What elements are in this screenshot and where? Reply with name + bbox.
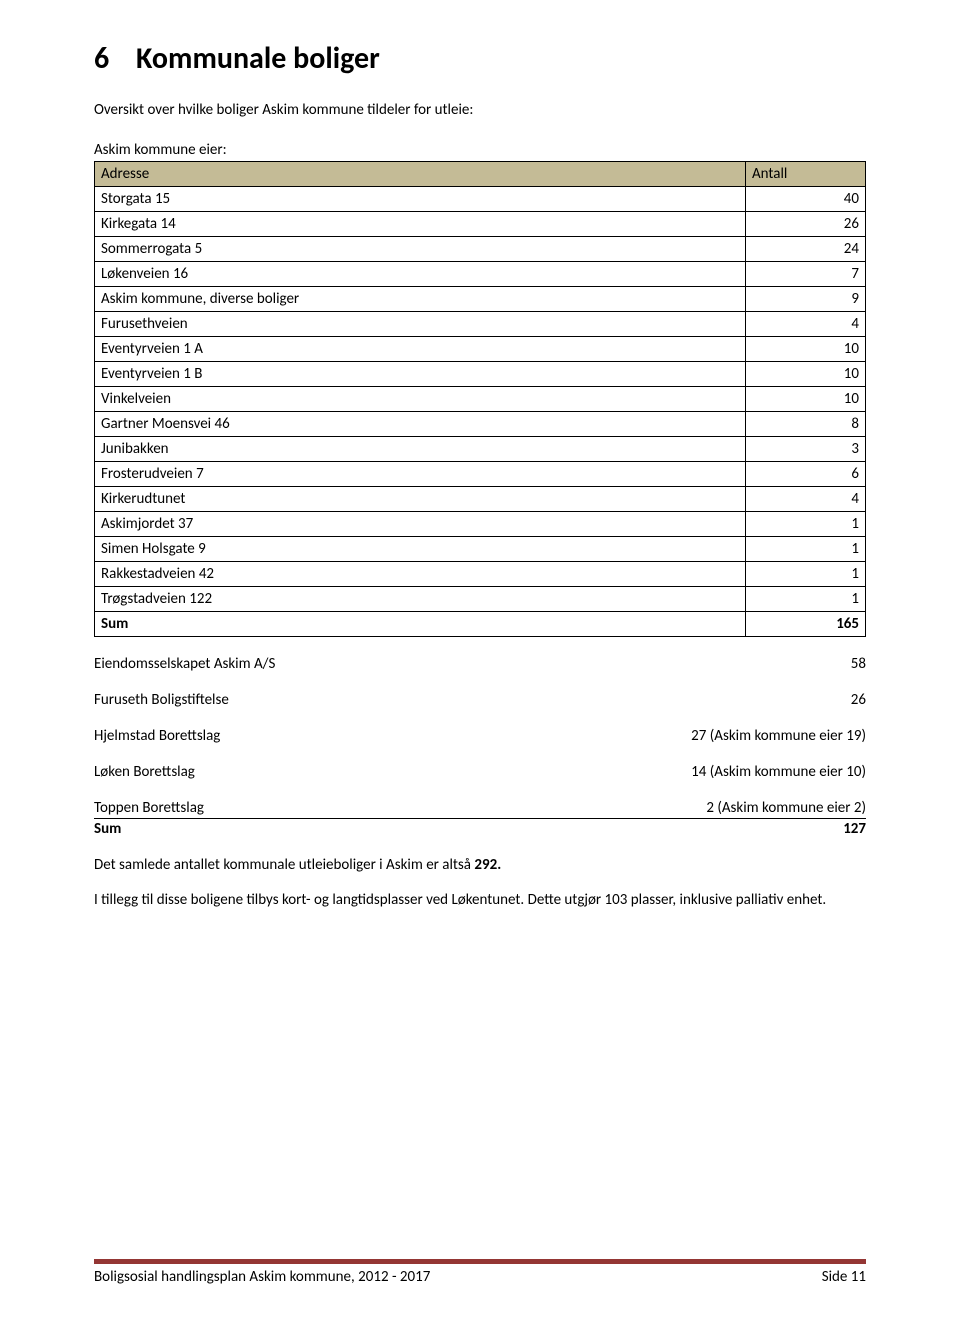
pair-value: 27 (Askim kommune eier 19) (691, 727, 866, 745)
table-row: Frosterudveien 76 (95, 461, 866, 486)
table-cell-adresse: Vinkelveien (95, 386, 746, 411)
table-cell-antall: 1 (746, 536, 866, 561)
heading-text: Kommunale boliger (136, 40, 380, 77)
table-cell-adresse: Gartner Moensvei 46 (95, 411, 746, 436)
summary-pair: Eiendomsselskapet Askim A/S 58 (94, 655, 866, 673)
pair-label: Hjelmstad Borettslag (94, 727, 220, 745)
table-cell-antall: 4 (746, 311, 866, 336)
col-header-antall: Antall (746, 161, 866, 186)
table-row: Simen Holsgate 91 (95, 536, 866, 561)
table-row: Askimjordet 371 (95, 511, 866, 536)
toppen-row: Toppen Borettslag 2 (Askim kommune eier … (94, 799, 866, 819)
table-cell-antall: 6 (746, 461, 866, 486)
table-header-row: Adresse Antall (95, 161, 866, 186)
table-sum-label: Sum (95, 611, 746, 636)
table-cell-adresse: Junibakken (95, 436, 746, 461)
table-sum-row: Sum165 (95, 611, 866, 636)
pair-label: Løken Borettslag (94, 763, 195, 781)
toppen-value: 2 (Askim kommune eier 2) (706, 799, 866, 817)
table-cell-adresse: Askim kommune, diverse boliger (95, 286, 746, 311)
sum2-label: Sum (94, 820, 121, 838)
col-header-adresse: Adresse (95, 161, 746, 186)
pair-value: 14 (Askim kommune eier 10) (691, 763, 866, 781)
intro-text: Oversikt over hvilke boliger Askim kommu… (94, 101, 866, 121)
table-row: Junibakken3 (95, 436, 866, 461)
para-1-text: Det samlede antallet kommunale utleiebol… (94, 856, 474, 874)
table-cell-antall: 4 (746, 486, 866, 511)
summary-pair: Furuseth Boligstiftelse 26 (94, 691, 866, 709)
table-cell-antall: 10 (746, 336, 866, 361)
sum2-row: Sum 127 (94, 820, 866, 838)
footer-left: Boligsosial handlingsplan Askim kommune,… (94, 1268, 430, 1286)
toppen-label: Toppen Borettslag (94, 799, 204, 817)
table-cell-antall: 40 (746, 186, 866, 211)
para-1: Det samlede antallet kommunale utleiebol… (94, 856, 866, 876)
table-row: Storgata 1540 (95, 186, 866, 211)
table-row: Furusethveien4 (95, 311, 866, 336)
table-row: Askim kommune, diverse boliger9 (95, 286, 866, 311)
page-heading: 6Kommunale boliger (94, 40, 866, 77)
sum2-value: 127 (843, 820, 866, 838)
table-cell-antall: 9 (746, 286, 866, 311)
table-cell-adresse: Kirkegata 14 (95, 211, 746, 236)
table-cell-adresse: Sommerrogata 5 (95, 236, 746, 261)
table-row: Trøgstadveien 1221 (95, 586, 866, 611)
table-cell-antall: 7 (746, 261, 866, 286)
table-row: Rakkestadveien 421 (95, 561, 866, 586)
table-cell-adresse: Storgata 15 (95, 186, 746, 211)
table-sum-value: 165 (746, 611, 866, 636)
table-cell-adresse: Kirkerudtunet (95, 486, 746, 511)
heading-number: 6 (94, 40, 136, 77)
summary-pair: Løken Borettslag 14 (Askim kommune eier 1… (94, 763, 866, 781)
table-cell-antall: 8 (746, 411, 866, 436)
table-cell-adresse: Askimjordet 37 (95, 511, 746, 536)
table-cell-antall: 10 (746, 386, 866, 411)
summary-pair: Hjelmstad Borettslag 27 (Askim kommune ei… (94, 727, 866, 745)
table-cell-antall: 10 (746, 361, 866, 386)
table-cell-adresse: Furusethveien (95, 311, 746, 336)
footer-row: Boligsosial handlingsplan Askim kommune,… (94, 1268, 866, 1286)
table-cell-adresse: Frosterudveien 7 (95, 461, 746, 486)
table-cell-adresse: Simen Holsgate 9 (95, 536, 746, 561)
table-cell-antall: 3 (746, 436, 866, 461)
table-cell-antall: 1 (746, 586, 866, 611)
table-cell-adresse: Løkenveien 16 (95, 261, 746, 286)
table-cell-adresse: Eventyrveien 1 A (95, 336, 746, 361)
table-cell-adresse: Rakkestadveien 42 (95, 561, 746, 586)
table-row: Eventyrveien 1 A10 (95, 336, 866, 361)
table-cell-adresse: Eventyrveien 1 B (95, 361, 746, 386)
pair-value: 58 (851, 655, 866, 673)
footer-accent-line (94, 1259, 866, 1264)
para-2: I tillegg til disse boligene tilbys kort… (94, 891, 866, 911)
table-row: Gartner Moensvei 468 (95, 411, 866, 436)
table-cell-antall: 1 (746, 561, 866, 586)
pair-label: Furuseth Boligstiftelse (94, 691, 229, 709)
address-table: Adresse Antall Storgata 1540Kirkegata 14… (94, 161, 866, 637)
subhead: Askim kommune eier: (94, 141, 866, 159)
table-row: Løkenveien 167 (95, 261, 866, 286)
table-cell-adresse: Trøgstadveien 122 (95, 586, 746, 611)
para-1-bold: 292. (474, 856, 501, 874)
table-cell-antall: 26 (746, 211, 866, 236)
table-row: Vinkelveien10 (95, 386, 866, 411)
table-row: Kirkegata 1426 (95, 211, 866, 236)
page-footer: Boligsosial handlingsplan Askim kommune,… (94, 1259, 866, 1286)
table-cell-antall: 1 (746, 511, 866, 536)
table-row: Eventyrveien 1 B10 (95, 361, 866, 386)
pair-label: Eiendomsselskapet Askim A/S (94, 655, 275, 673)
table-cell-antall: 24 (746, 236, 866, 261)
pair-value: 26 (851, 691, 866, 709)
table-row: Sommerrogata 524 (95, 236, 866, 261)
page: 6Kommunale boliger Oversikt over hvilke … (0, 0, 960, 1324)
footer-right: Side 11 (822, 1268, 866, 1286)
table-row: Kirkerudtunet4 (95, 486, 866, 511)
